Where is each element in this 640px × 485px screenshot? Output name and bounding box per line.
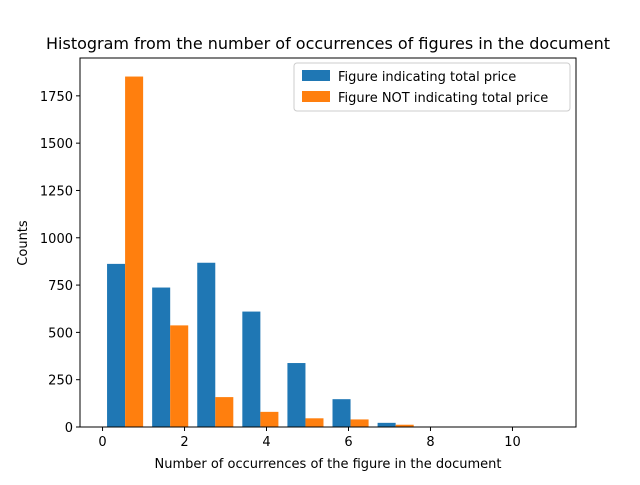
- plot-frame: [79, 57, 577, 428]
- bar-not-total-price-bin-5: [350, 419, 369, 427]
- legend-label: Figure indicating total price: [338, 70, 516, 85]
- axes-layer: 0 2 4 6 8 10 0 250 500 750 1000 1250 1500 1750: [40, 57, 577, 450]
- legend-label: Figure NOT indicating total price: [338, 91, 548, 106]
- bar-total-price-bin-6: [377, 422, 396, 427]
- y-tick-label: 1750: [40, 90, 73, 105]
- bar-not-total-price-bin-6: [395, 424, 414, 427]
- x-tick-label: 10: [504, 435, 521, 450]
- y-tick-label: 750: [48, 279, 73, 294]
- y-tick-label: 0: [65, 421, 73, 436]
- x-tick-label: 2: [180, 435, 188, 450]
- bar-not-total-price-bin-2: [215, 397, 234, 427]
- chart-title: Histogram from the number of occurrences…: [46, 34, 610, 53]
- bar-total-price-bin-4: [287, 363, 306, 427]
- bar-not-total-price-bin-0: [125, 76, 144, 427]
- legend-swatch: [302, 91, 330, 102]
- y-tick-label: 250: [48, 374, 73, 389]
- x-tick-label: 6: [344, 435, 352, 450]
- x-tick-label: 8: [426, 435, 434, 450]
- y-tick-label: 1500: [40, 137, 73, 152]
- legend-swatch: [302, 70, 330, 81]
- y-tick-label: 500: [48, 326, 73, 341]
- bar-not-total-price-bin-1: [170, 325, 189, 427]
- x-axis-label: Number of occurrences of the figure in t…: [154, 457, 501, 472]
- bar-total-price-bin-3: [242, 311, 261, 427]
- bars-layer: [107, 76, 414, 427]
- x-tick-label: 4: [262, 435, 270, 450]
- x-tick-label: 0: [98, 435, 106, 450]
- legend: Figure indicating total price Figure NOT …: [293, 62, 571, 112]
- y-tick-label: 1000: [40, 232, 73, 247]
- bar-total-price-bin-5: [332, 399, 351, 427]
- bar-total-price-bin-1: [152, 287, 171, 427]
- bar-not-total-price-bin-3: [260, 411, 279, 427]
- bar-not-total-price-bin-4: [305, 418, 324, 427]
- y-tick-label: 1250: [40, 184, 73, 199]
- bar-total-price-bin-2: [197, 262, 216, 427]
- legend-box: [293, 62, 571, 112]
- bar-total-price-bin-0: [107, 263, 126, 427]
- y-axis-label: Counts: [16, 220, 31, 266]
